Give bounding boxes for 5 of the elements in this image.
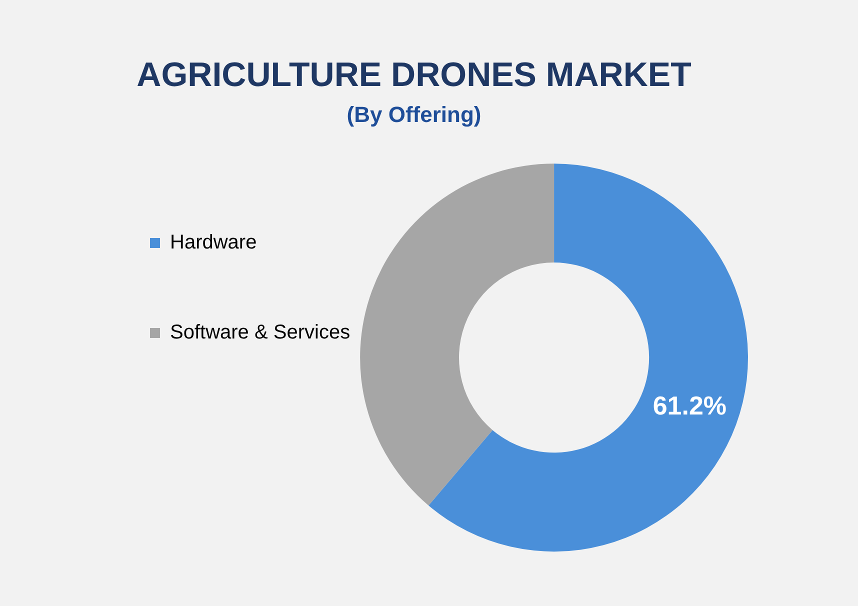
legend-label: Hardware [170, 232, 257, 254]
data-label: 61.2% [652, 390, 727, 421]
legend-label: Software & Services [170, 322, 350, 344]
chart-subtitle: (By Offering) [346, 102, 482, 128]
chart-title: AGRICULTURE DRONES MARKET [136, 56, 692, 94]
